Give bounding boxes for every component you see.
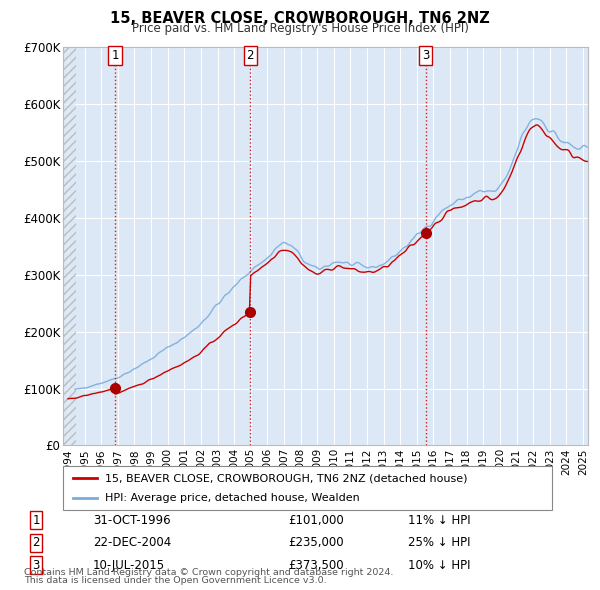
Text: HPI: Average price, detached house, Wealden: HPI: Average price, detached house, Weal… <box>104 493 359 503</box>
Text: 25% ↓ HPI: 25% ↓ HPI <box>408 536 470 549</box>
Text: 3: 3 <box>32 559 40 572</box>
Text: £235,000: £235,000 <box>288 536 344 549</box>
Text: 22-DEC-2004: 22-DEC-2004 <box>93 536 171 549</box>
Text: Price paid vs. HM Land Registry's House Price Index (HPI): Price paid vs. HM Land Registry's House … <box>131 22 469 35</box>
Text: 1: 1 <box>111 49 119 62</box>
Text: £373,500: £373,500 <box>288 559 344 572</box>
Text: 3: 3 <box>422 49 429 62</box>
Text: 15, BEAVER CLOSE, CROWBOROUGH, TN6 2NZ (detached house): 15, BEAVER CLOSE, CROWBOROUGH, TN6 2NZ (… <box>104 474 467 483</box>
Text: 10% ↓ HPI: 10% ↓ HPI <box>408 559 470 572</box>
FancyBboxPatch shape <box>63 466 552 510</box>
Text: 10-JUL-2015: 10-JUL-2015 <box>93 559 165 572</box>
Text: 2: 2 <box>32 536 40 549</box>
Text: 11% ↓ HPI: 11% ↓ HPI <box>408 514 470 527</box>
Text: 31-OCT-1996: 31-OCT-1996 <box>93 514 170 527</box>
Text: 1: 1 <box>32 514 40 527</box>
Bar <box>63 47 76 445</box>
Text: 2: 2 <box>247 49 254 62</box>
Text: 15, BEAVER CLOSE, CROWBOROUGH, TN6 2NZ: 15, BEAVER CLOSE, CROWBOROUGH, TN6 2NZ <box>110 11 490 25</box>
Text: £101,000: £101,000 <box>288 514 344 527</box>
Text: This data is licensed under the Open Government Licence v3.0.: This data is licensed under the Open Gov… <box>24 576 326 585</box>
Text: Contains HM Land Registry data © Crown copyright and database right 2024.: Contains HM Land Registry data © Crown c… <box>24 568 394 577</box>
